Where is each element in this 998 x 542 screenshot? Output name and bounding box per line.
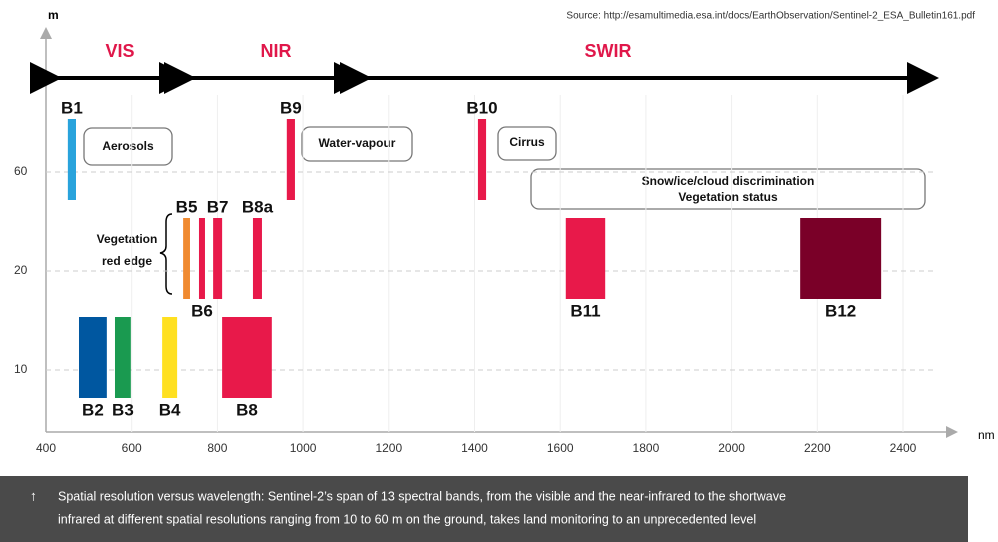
band-label: B8 — [236, 400, 258, 419]
y-tick-label: 10 — [14, 362, 28, 376]
band-bar — [183, 218, 190, 299]
x-tick-label: 800 — [207, 441, 227, 455]
band-bar — [565, 218, 606, 299]
x-tick-label: 1800 — [633, 441, 660, 455]
band-label: B1 — [61, 98, 83, 117]
band-label: B12 — [825, 301, 856, 320]
x-tick-label: 400 — [36, 441, 56, 455]
callout-box — [83, 127, 173, 166]
band-bar — [78, 317, 107, 398]
band-bar — [162, 317, 178, 398]
callout-box — [301, 126, 413, 162]
band-label: B2 — [82, 400, 104, 419]
y-tick-label: 60 — [14, 164, 28, 178]
x-label: nm — [978, 428, 995, 442]
band-label: B8a — [242, 197, 274, 216]
region-label: SWIR — [585, 41, 632, 61]
x-tick-label: 2200 — [804, 441, 831, 455]
band-label: B7 — [207, 197, 229, 216]
band-bar — [252, 218, 262, 299]
callout: Water-vapour — [319, 136, 396, 150]
band-label: B11 — [570, 301, 600, 320]
region-label: VIS — [105, 41, 134, 61]
band-label: B9 — [280, 98, 302, 117]
region-label: NIR — [261, 41, 292, 61]
callout: Vegetation status — [678, 190, 778, 204]
band-bar — [222, 317, 272, 398]
x-tick-label: 1200 — [375, 441, 402, 455]
callout-box — [497, 126, 557, 161]
brace — [159, 213, 173, 295]
x-tick-label: 1400 — [461, 441, 488, 455]
red-edge-label: red edge — [102, 254, 152, 268]
y-label: m — [48, 8, 59, 22]
band-bar — [213, 218, 223, 299]
callout: Cirrus — [509, 135, 545, 149]
source: Source: http://esamultimedia.esa.int/doc… — [566, 11, 975, 22]
caption-icon: ↑ — [30, 488, 37, 504]
band-bar — [286, 119, 295, 200]
band-label: B10 — [466, 98, 497, 117]
band-label: B4 — [159, 400, 181, 419]
callout: Aerosols — [102, 139, 154, 153]
x-tick-label: 1000 — [290, 441, 317, 455]
band-bar — [198, 218, 205, 299]
x-tick-label: 2400 — [890, 441, 917, 455]
x-tick-label: 1600 — [547, 441, 574, 455]
band-bar — [477, 119, 487, 200]
caption-bar — [0, 476, 968, 542]
red-edge-label: Vegetation — [97, 232, 158, 246]
callout-box — [530, 168, 926, 210]
band-label: B3 — [112, 400, 134, 419]
band-label: B6 — [191, 301, 213, 320]
band-label: B5 — [176, 197, 198, 216]
x-tick-label: 2000 — [718, 441, 745, 455]
band-bar — [67, 119, 76, 200]
caption: Spatial resolution versus wavelength: Se… — [58, 489, 786, 503]
band-bar — [114, 317, 131, 398]
band-bar — [800, 218, 882, 299]
y-tick-label: 20 — [14, 263, 28, 277]
callout: Snow/ice/cloud discrimination — [642, 174, 815, 188]
caption: infrared at different spatial resolution… — [58, 512, 756, 526]
x-tick-label: 600 — [122, 441, 142, 455]
